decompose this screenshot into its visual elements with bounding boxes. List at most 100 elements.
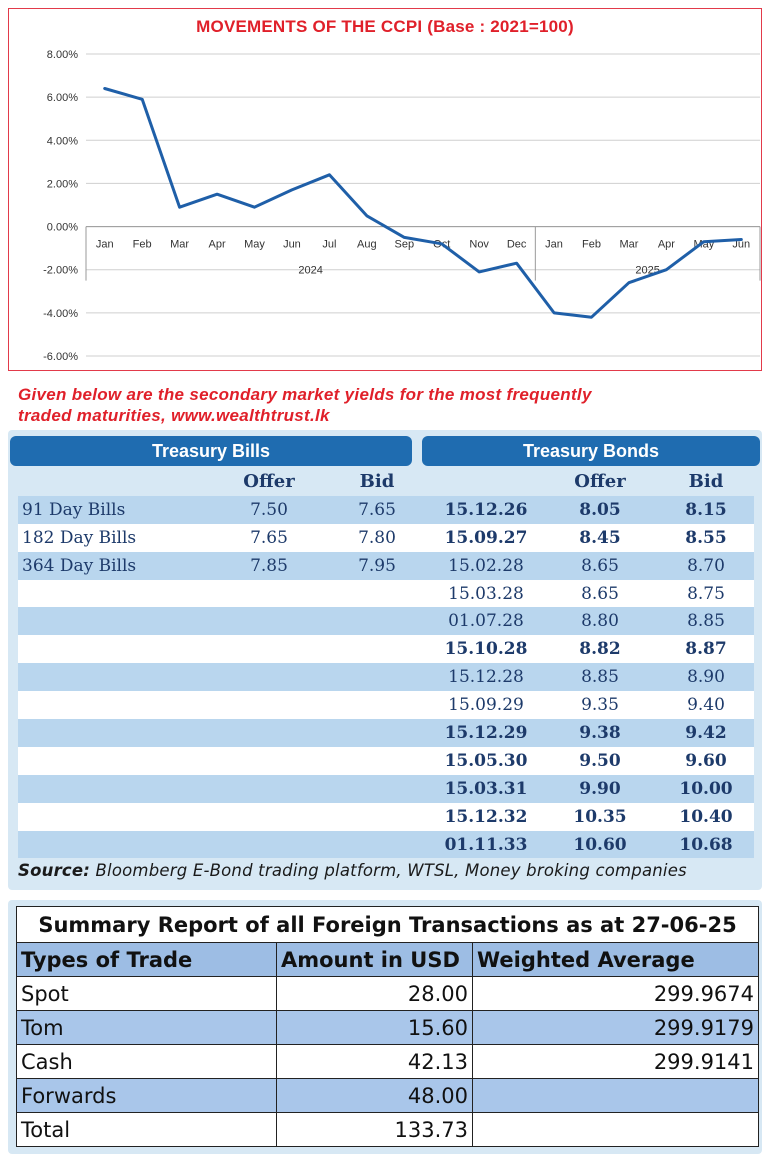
yield-row: 364 Day Bills 7.85 7.95 15.02.28 8.65 8.70 [18,551,754,580]
bill-offer: 7.65 [214,523,324,552]
empty-cell [324,579,430,608]
ccpi-series-line [103,87,743,319]
bond-bid: 10.68 [658,830,754,859]
fx-header-row: Types of Trade Amount in USD Weighted Av… [16,942,760,977]
bond-maturity: 15.12.29 [430,719,542,747]
bill-offer: 7.85 [214,551,324,580]
x-tick-label: Nov [469,239,489,251]
bond-maturity: 15.12.26 [430,495,542,524]
x-tick-label: Feb [133,239,152,251]
bills-bid-header: Bid [324,468,430,496]
x-tick-label: Apr [208,239,225,251]
fx-title: Summary Report of all Foreign Transactio… [15,906,760,943]
bonds-bid-header: Bid [658,468,754,496]
bond-offer: 9.90 [542,774,658,803]
bond-offer: 8.05 [542,495,658,524]
empty-cell [324,719,430,747]
bond-maturity: 15.05.30 [430,746,542,775]
empty-cell [18,830,214,859]
bond-offer: 10.35 [542,802,658,831]
bond-offer: 9.50 [542,746,658,775]
bill-name: 91 Day Bills [18,495,214,524]
x-tick-label: Mar [619,239,638,251]
yields-header-row: Offer Bid Offer Bid [18,468,754,496]
fx-amount: 15.60 [276,1010,473,1045]
empty-cell [214,774,324,803]
y-tick-label: 0.00% [47,222,78,234]
empty-cell [18,691,214,720]
yield-row: 15.03.31 9.90 10.00 [18,774,754,803]
empty-cell [18,607,214,636]
bond-offer: 10.60 [542,830,658,859]
bond-maturity: 01.11.33 [430,830,542,859]
fx-header-type: Types of Trade [16,942,277,977]
y-tick-label: -6.00% [43,351,78,363]
fx-weighted-average: 299.9674 [471,976,760,1011]
x-tick-label: Jun [283,239,301,251]
bond-maturity: 15.12.32 [430,802,542,831]
fx-summary-table: Summary Report of all Foreign Transactio… [15,906,760,1147]
bond-offer: 8.85 [542,663,658,692]
x-tick-label: Feb [582,239,601,251]
bond-offer: 9.38 [542,719,658,747]
empty-cell [324,691,430,720]
fx-row: Total 133.73 [16,1112,760,1147]
y-tick-label: -4.00% [43,308,78,320]
ccpi-chart: MOVEMENTS OF THE CCPI (Base : 2021=100) … [8,8,762,371]
fx-row: Forwards 48.00 [16,1078,760,1113]
empty-cell [214,719,324,747]
bond-bid: 8.87 [658,635,754,664]
fx-trade-type: Tom [16,1010,277,1045]
bond-bid: 8.75 [658,579,754,608]
empty-cell [18,663,214,692]
yield-row: 91 Day Bills 7.50 7.65 15.12.26 8.05 8.15 [18,495,754,524]
x-tick-label: Aug [357,239,377,251]
x-tick-label: Sep [394,239,414,251]
empty-cell [324,746,430,775]
yield-row: 15.03.28 8.65 8.75 [18,579,754,608]
x-tick-label: Jan [96,239,114,251]
y-tick-label: 8.00% [47,49,78,61]
y-tick-label: -2.00% [43,265,78,277]
yield-row: 15.05.30 9.50 9.60 [18,746,754,775]
empty-cell [18,719,214,747]
fx-header-amount: Amount in USD [276,942,473,977]
caption-line-1: Given below are the secondary market yie… [18,385,592,404]
yield-row: 15.10.28 8.82 8.87 [18,635,754,664]
bond-maturity: 15.09.27 [430,523,542,552]
empty-cell [324,635,430,664]
empty-cell [214,802,324,831]
fx-trade-type: Forwards [16,1078,277,1113]
empty-cell [324,830,430,859]
fx-weighted-average: 299.9179 [471,1010,760,1045]
secondary-market-yields: Treasury Bills Treasury Bonds Offer Bid … [8,430,762,890]
fx-trade-type: Spot [16,976,277,1011]
bond-maturity: 15.03.28 [430,579,542,608]
bond-bid: 8.55 [658,523,754,552]
caption-line-2: traded maturities, www.wealthtrust.lk [18,406,330,425]
bond-bid: 9.40 [658,691,754,720]
bonds-offer-header: Offer [542,468,658,496]
empty-cell [18,635,214,664]
fx-row: Spot 28.00 299.9674 [16,976,760,1011]
yield-row: 01.07.28 8.80 8.85 [18,607,754,636]
empty-cell [214,663,324,692]
treasury-bills-header: Treasury Bills [10,436,412,466]
yield-row: 15.09.29 9.35 9.40 [18,691,754,720]
bond-offer: 9.35 [542,691,658,720]
x-tick-label: Mar [170,239,189,251]
bond-bid: 10.40 [658,802,754,831]
fx-trade-type: Cash [16,1044,277,1079]
empty-cell [214,579,324,608]
bond-offer: 8.80 [542,607,658,636]
empty-cell [214,691,324,720]
yield-row: 15.12.29 9.38 9.42 [18,719,754,747]
bond-offer: 8.65 [542,579,658,608]
source-label: Source: [18,861,91,880]
fx-title-row: Summary Report of all Foreign Transactio… [15,906,760,943]
empty-cell [324,774,430,803]
fx-amount: 42.13 [276,1044,473,1079]
bond-maturity: 01.07.28 [430,607,542,636]
yield-row: 01.11.33 10.60 10.68 [18,830,754,859]
fx-summary-panel: Summary Report of all Foreign Transactio… [8,900,762,1154]
